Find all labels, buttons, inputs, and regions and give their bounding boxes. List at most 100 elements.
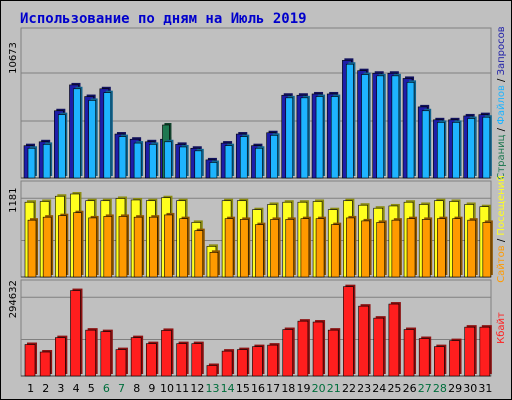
bar-kbytes: [85, 329, 96, 377]
bar-kbytes: [449, 340, 460, 377]
bar-sites: [391, 219, 401, 278]
bar-files: [467, 118, 475, 179]
bar-files: [42, 144, 51, 179]
bar-files: [27, 147, 36, 179]
bar-kbytes: [418, 338, 430, 377]
bar-sites: [224, 218, 234, 278]
bar-kbytes: [464, 326, 475, 377]
bar-files: [315, 96, 324, 179]
day-label: 1: [27, 382, 34, 395]
day-label: 26: [403, 382, 417, 395]
bar-sites: [73, 212, 82, 278]
bar-files: [330, 96, 339, 179]
bar-files: [194, 150, 203, 179]
bar-files: [164, 141, 172, 179]
day-label: 8: [133, 382, 140, 395]
bar-files: [270, 135, 278, 179]
day-label: 18: [281, 382, 295, 395]
day-label: 6: [103, 382, 110, 395]
day-label: 24: [372, 382, 386, 395]
day-label: 31: [478, 382, 492, 395]
day-label: 16: [251, 382, 265, 395]
bar-files: [452, 122, 460, 179]
bar-files: [255, 147, 263, 179]
bar-sites: [452, 218, 461, 278]
day-label: 19: [296, 382, 310, 395]
legend-entry: Посещений: [496, 175, 507, 235]
legend-separator: /: [496, 125, 507, 135]
bar-sites: [118, 216, 128, 278]
bar-kbytes: [312, 321, 324, 377]
bar-kbytes: [267, 344, 278, 377]
bar-sites: [270, 219, 279, 278]
bar-sites: [58, 215, 67, 278]
bar-kbytes: [252, 346, 263, 377]
bar-sites: [285, 219, 295, 278]
y-max-label: 294632: [8, 280, 19, 318]
bar-kbytes: [145, 343, 157, 377]
day-label: 25: [387, 382, 401, 395]
bar-sites: [239, 219, 249, 278]
bar-kbytes: [236, 349, 248, 377]
bar-files: [103, 92, 112, 179]
bar-files: [148, 144, 157, 179]
bar-kbytes: [130, 337, 142, 377]
bar-sites: [42, 216, 52, 278]
bar-kbytes: [70, 290, 81, 377]
bar-kbytes: [388, 303, 400, 377]
bar-kbytes: [343, 286, 354, 377]
bar-sites: [300, 218, 310, 278]
panel-3: 294632 Кбайт: [8, 279, 507, 377]
legend-entry: Сайтов: [496, 245, 507, 283]
day-label: 3: [57, 382, 64, 395]
day-label: 2: [42, 382, 49, 395]
legend: Кбайт: [496, 312, 507, 344]
day-label: 11: [175, 382, 189, 395]
day-label: 13: [206, 382, 220, 395]
bar-files: [391, 75, 400, 179]
bar-files: [224, 145, 233, 179]
y-max-label: 10673: [8, 42, 19, 74]
legend-entry: Кбайт: [496, 312, 507, 344]
day-label: 23: [357, 382, 371, 395]
chart-title: Использование по дням на Июль 2019: [20, 11, 307, 27]
day-label: 20: [312, 382, 326, 395]
bar-sites: [315, 218, 325, 278]
bar-kbytes: [297, 320, 309, 377]
bar-kbytes: [39, 351, 51, 377]
bar-sites: [148, 216, 158, 278]
day-label: 4: [73, 382, 80, 395]
bar-kbytes: [161, 330, 172, 377]
bar-files: [209, 162, 218, 179]
bar-kbytes: [403, 329, 415, 377]
legend: Страниц / Файлов / Запросов: [496, 26, 507, 179]
day-label: 17: [266, 382, 280, 395]
bar-sites: [421, 219, 431, 278]
bar-kbytes: [55, 337, 66, 377]
bar-files: [376, 75, 385, 179]
bar-kbytes: [100, 331, 112, 377]
bar-files: [179, 146, 187, 179]
day-label: 12: [190, 382, 204, 395]
bar-sites: [437, 218, 446, 278]
bar-sites: [164, 214, 173, 278]
bar-sites: [406, 218, 416, 278]
day-label: 30: [463, 382, 477, 395]
bar-sites: [346, 217, 355, 278]
bar-kbytes: [327, 329, 339, 377]
legend-entry: Страниц: [496, 134, 507, 179]
bar-kbytes: [282, 329, 294, 377]
legend-entry: Файлов: [496, 85, 507, 125]
y-max-label: 1181: [8, 187, 19, 212]
bar-sites: [27, 219, 37, 278]
bar-sites: [330, 224, 340, 278]
bar-sites: [88, 217, 97, 278]
day-label: 27: [418, 382, 432, 395]
legend: Сайтов / Посещений: [496, 175, 507, 283]
bar-sites: [194, 230, 204, 278]
bar-kbytes: [358, 305, 369, 377]
bar-kbytes: [191, 343, 203, 377]
bar-sites: [179, 218, 188, 278]
bar-files: [482, 116, 491, 179]
